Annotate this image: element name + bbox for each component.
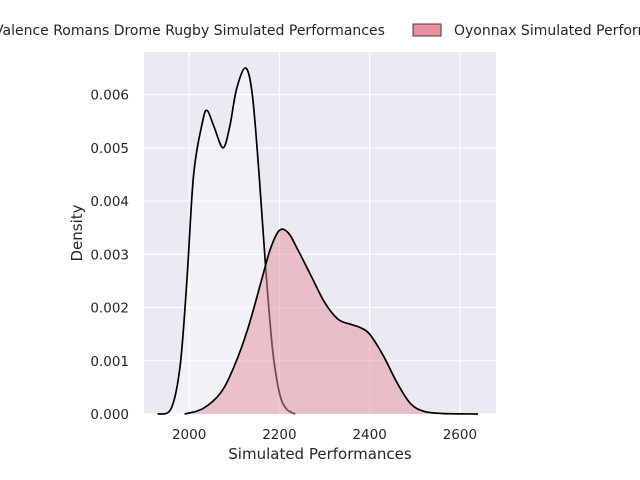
y-axis-ticks: 0.000 0.001 0.002 0.003 0.004 0.005 0.006 — [90, 88, 129, 423]
y-tick-label: 0.002 — [90, 301, 129, 317]
legend-swatch-oyonnax — [412, 23, 442, 37]
x-tick-label: 2400 — [352, 427, 386, 443]
x-tick-label: 2600 — [443, 427, 477, 443]
y-tick-label: 0.005 — [90, 141, 129, 157]
legend-label-oyonnax: Oyonnax Simulated Performances — [454, 23, 640, 39]
y-tick-label: 0.001 — [90, 354, 129, 370]
series-layer — [157, 67, 478, 415]
legend-label-valence: Valence Romans Drome Rugby Simulated Per… — [0, 23, 385, 39]
y-axis-label: Density — [68, 204, 86, 261]
series-1-fill — [184, 229, 478, 414]
y-tick-label: 0.004 — [90, 194, 129, 210]
x-axis-label: Simulated Performances — [228, 445, 412, 463]
x-tick-label: 2000 — [172, 427, 206, 443]
x-tick-label: 2200 — [262, 427, 296, 443]
y-tick-label: 0.006 — [90, 88, 129, 104]
y-tick-label: 0.000 — [90, 407, 129, 423]
legend: Valence Romans Drome Rugby Simulated Per… — [0, 23, 640, 39]
x-axis-ticks: 2000 2200 2400 2600 — [172, 427, 477, 443]
y-tick-label: 0.003 — [90, 247, 129, 263]
series-1-curve — [184, 228, 478, 415]
